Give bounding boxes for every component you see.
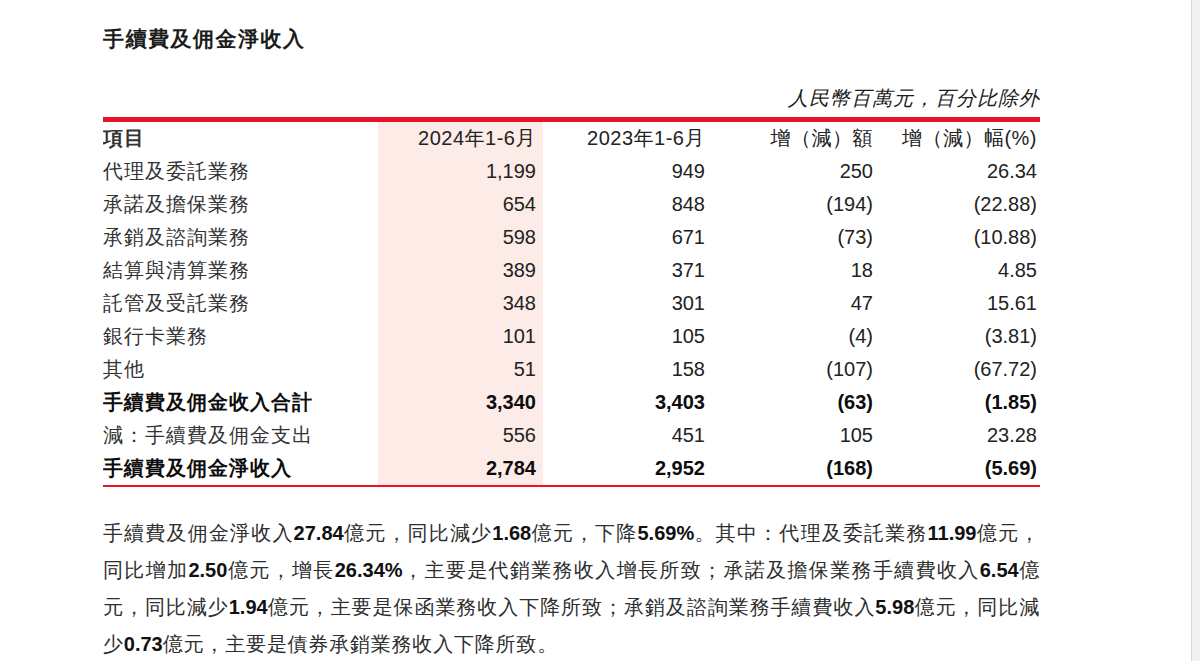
value-change: (194)	[708, 188, 876, 221]
column-header-change-pct: 增（減）幅(%)	[876, 122, 1040, 155]
row-label: 結算與清算業務	[103, 254, 378, 287]
value-pct: 23.28	[876, 419, 1040, 452]
value-change: (4)	[708, 320, 876, 353]
value-change: (63)	[708, 386, 876, 419]
value-2023: 301	[543, 287, 708, 320]
row-label: 手續費及佣金淨收入	[103, 452, 378, 485]
value-2024: 598	[378, 221, 543, 254]
table-row: 承銷及諮詢業務 598 671 (73) (10.88)	[103, 221, 1040, 254]
unit-note: 人民幣百萬元，百分比除外	[103, 86, 1040, 110]
value-2024: 348	[378, 287, 543, 320]
column-header-item: 項目	[103, 122, 378, 155]
scrollbar-track[interactable]	[1191, 0, 1200, 661]
commentary-paragraph: 手續費及佣金淨收入27.84億元，同比減少1.68億元，下降5.69%。其中：代…	[103, 515, 1040, 661]
value-2024: 389	[378, 254, 543, 287]
value-pct: (22.88)	[876, 188, 1040, 221]
row-label: 手續費及佣金收入合計	[103, 386, 378, 419]
row-label: 託管及受託業務	[103, 287, 378, 320]
value-pct: (10.88)	[876, 221, 1040, 254]
value-2023: 158	[543, 353, 708, 386]
value-2024: 51	[378, 353, 543, 386]
value-2024: 2,784	[378, 452, 543, 485]
value-change: 47	[708, 287, 876, 320]
row-label: 承銷及諮詢業務	[103, 221, 378, 254]
value-2023: 451	[543, 419, 708, 452]
value-change: 250	[708, 155, 876, 188]
value-2023: 671	[543, 221, 708, 254]
value-2023: 848	[543, 188, 708, 221]
value-2023: 105	[543, 320, 708, 353]
table-bottom-rule	[103, 485, 1040, 487]
value-2023: 3,403	[543, 386, 708, 419]
fee-commission-table: 項目 2024年1-6月 2023年1-6月 增（減）額 增（減）幅(%) 代理…	[103, 122, 1040, 485]
row-label: 代理及委託業務	[103, 155, 378, 188]
table-header-row: 項目 2024年1-6月 2023年1-6月 增（減）額 增（減）幅(%)	[103, 122, 1040, 155]
table-row: 託管及受託業務 348 301 47 15.61	[103, 287, 1040, 320]
value-pct: (67.72)	[876, 353, 1040, 386]
table-row: 減：手續費及佣金支出 556 451 105 23.28	[103, 419, 1040, 452]
table-row: 銀行卡業務 101 105 (4) (3.81)	[103, 320, 1040, 353]
value-change: 105	[708, 419, 876, 452]
value-pct: 26.34	[876, 155, 1040, 188]
value-2023: 371	[543, 254, 708, 287]
row-label: 承諾及擔保業務	[103, 188, 378, 221]
row-label: 銀行卡業務	[103, 320, 378, 353]
column-header-2024: 2024年1-6月	[378, 122, 543, 155]
table-row: 結算與清算業務 389 371 18 4.85	[103, 254, 1040, 287]
column-header-2023: 2023年1-6月	[543, 122, 708, 155]
report-page: 手續費及佣金淨收入 人民幣百萬元，百分比除外 項目 2024年1-6月 2023…	[103, 0, 1040, 661]
table-row-subtotal: 手續費及佣金收入合計 3,340 3,403 (63) (1.85)	[103, 386, 1040, 419]
table-row: 代理及委託業務 1,199 949 250 26.34	[103, 155, 1040, 188]
value-pct: 15.61	[876, 287, 1040, 320]
value-change: (73)	[708, 221, 876, 254]
table-row: 承諾及擔保業務 654 848 (194) (22.88)	[103, 188, 1040, 221]
value-pct: (3.81)	[876, 320, 1040, 353]
value-2023: 949	[543, 155, 708, 188]
value-2024: 654	[378, 188, 543, 221]
value-2024: 1,199	[378, 155, 543, 188]
column-header-change-amount: 增（減）額	[708, 122, 876, 155]
value-pct: 4.85	[876, 254, 1040, 287]
row-label: 其他	[103, 353, 378, 386]
value-2024: 101	[378, 320, 543, 353]
value-change: (107)	[708, 353, 876, 386]
value-pct: (5.69)	[876, 452, 1040, 485]
value-change: (168)	[708, 452, 876, 485]
row-label: 減：手續費及佣金支出	[103, 419, 378, 452]
value-pct: (1.85)	[876, 386, 1040, 419]
table-row: 其他 51 158 (107) (67.72)	[103, 353, 1040, 386]
section-title: 手續費及佣金淨收入	[103, 26, 1040, 51]
value-2024: 556	[378, 419, 543, 452]
value-change: 18	[708, 254, 876, 287]
value-2024: 3,340	[378, 386, 543, 419]
value-2023: 2,952	[543, 452, 708, 485]
table-row-total: 手續費及佣金淨收入 2,784 2,952 (168) (5.69)	[103, 452, 1040, 485]
